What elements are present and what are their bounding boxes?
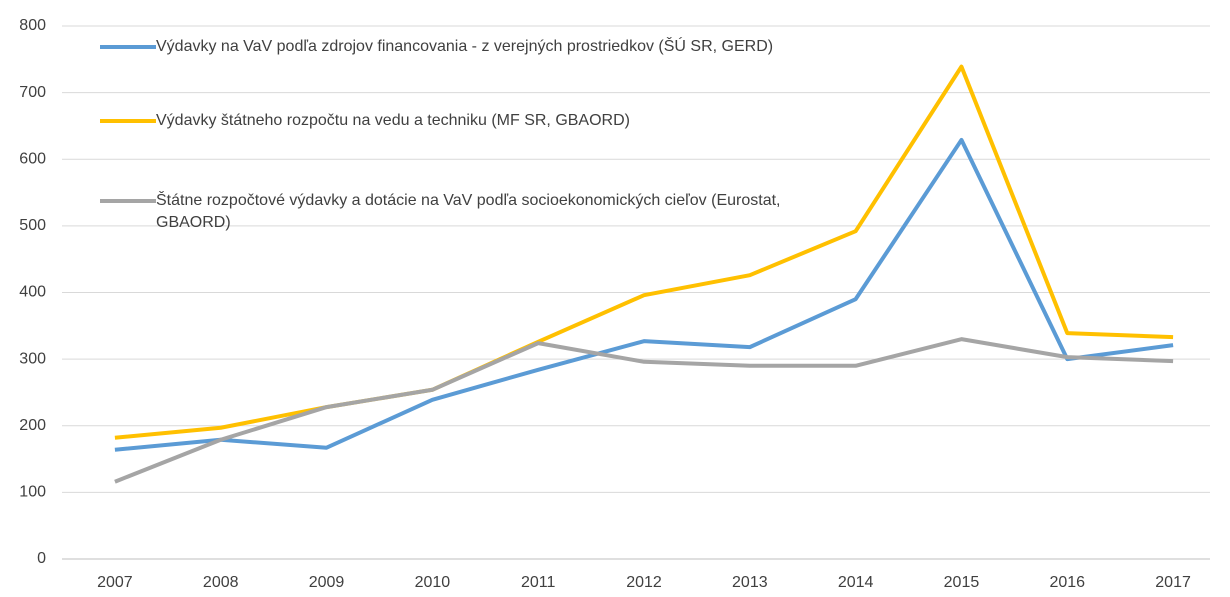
x-tick-label: 2009 (309, 574, 345, 591)
x-tick-label: 2013 (732, 574, 768, 591)
x-tick-label: 2016 (1049, 574, 1085, 591)
legend-label: Výdavky štátneho rozpočtu na vedu a tech… (156, 112, 630, 129)
y-tick-label: 200 (19, 417, 46, 434)
x-tick-label: 2010 (415, 574, 451, 591)
x-tick-label: 2015 (944, 574, 980, 591)
x-tick-label: 2011 (521, 574, 556, 591)
y-tick-label: 100 (19, 484, 46, 501)
legend-item: Výdavky štátneho rozpočtu na vedu a tech… (100, 110, 840, 132)
legend-swatch (100, 119, 156, 123)
legend-item: Výdavky na VaV podľa zdrojov financovani… (100, 36, 840, 58)
y-tick-label: 600 (19, 150, 46, 167)
x-tick-label: 2017 (1155, 574, 1191, 591)
x-tick-label: 2014 (838, 574, 874, 591)
x-tick-label: 2008 (203, 574, 239, 591)
y-tick-label: 500 (19, 217, 46, 234)
series-line (114, 137, 1174, 452)
series-line (114, 64, 1174, 440)
y-tick-label: 0 (37, 550, 46, 567)
y-tick-label: 300 (19, 350, 46, 367)
legend-label: Výdavky na VaV podľa zdrojov financovani… (156, 38, 774, 55)
legend-item: Štátne rozpočtové výdavky a dotácie na V… (100, 190, 840, 234)
legend-swatch (100, 45, 156, 49)
series-line (114, 337, 1174, 484)
legend-swatch (100, 199, 156, 203)
x-tick-label: 2012 (626, 574, 662, 591)
x-tick-label: 2007 (97, 574, 133, 591)
y-tick-label: 800 (19, 17, 46, 34)
y-tick-label: 700 (19, 84, 46, 101)
y-tick-label: 400 (19, 284, 46, 301)
legend-label: Štátne rozpočtové výdavky a dotácie na V… (156, 192, 781, 231)
